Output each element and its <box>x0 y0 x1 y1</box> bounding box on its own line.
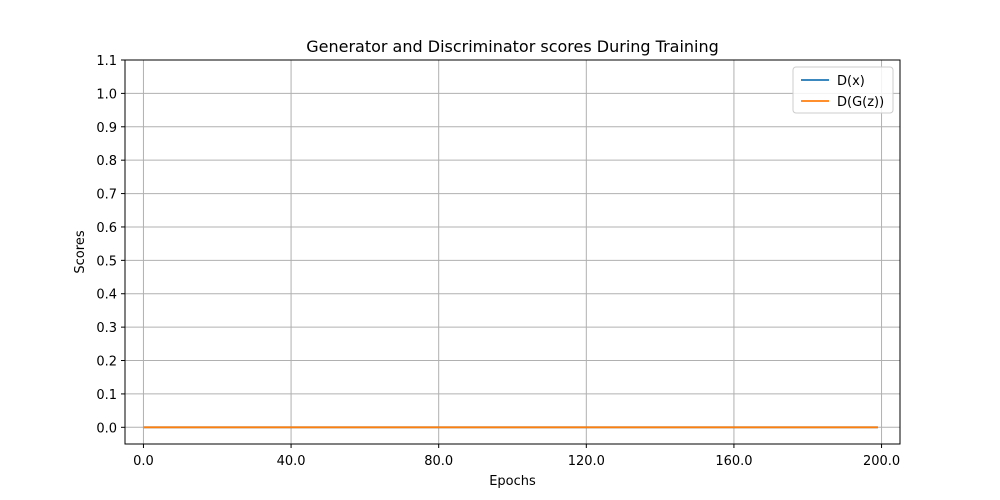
y-tick-label: 1.0 <box>96 87 117 102</box>
x-tick-label: 0.0 <box>133 454 154 469</box>
y-tick-label: 0.6 <box>96 221 117 236</box>
legend-label-d-x-: D(x) <box>837 74 865 89</box>
y-tick-label: 1.1 <box>96 54 117 69</box>
y-tick-label: 0.1 <box>96 388 117 403</box>
x-tick-label: 80.0 <box>424 454 453 469</box>
axis-ticks: 0.0 40.0 80.0 120.0 160.0 200.0 0.0 0.1 0.2 0.3 0.… <box>96 54 900 469</box>
x-axis-label: Epochs <box>489 474 536 489</box>
y-tick-label: 0.5 <box>96 254 117 269</box>
legend-label-d-g-z-: D(G(z)) <box>837 95 884 110</box>
x-tick-label: 160.0 <box>715 454 752 469</box>
x-tick-label: 200.0 <box>863 454 900 469</box>
y-axis-label: Scores <box>73 230 88 273</box>
plot-frame <box>124 59 901 445</box>
y-tick-label: 0.4 <box>96 288 117 303</box>
y-tick-label: 0.0 <box>96 421 117 436</box>
legend: D(x) D(G(z)) <box>792 66 894 114</box>
grid <box>125 59 900 444</box>
y-tick-label: 0.2 <box>96 355 117 370</box>
x-tick-label: 40.0 <box>277 454 306 469</box>
x-tick-label: 120.0 <box>568 454 605 469</box>
y-tick-label: 0.9 <box>96 121 117 136</box>
y-tick-label: 0.3 <box>96 321 117 336</box>
chart-title: Generator and Discriminator scores Durin… <box>306 37 719 56</box>
y-tick-label: 0.7 <box>96 188 117 203</box>
y-tick-label: 0.8 <box>96 154 117 169</box>
